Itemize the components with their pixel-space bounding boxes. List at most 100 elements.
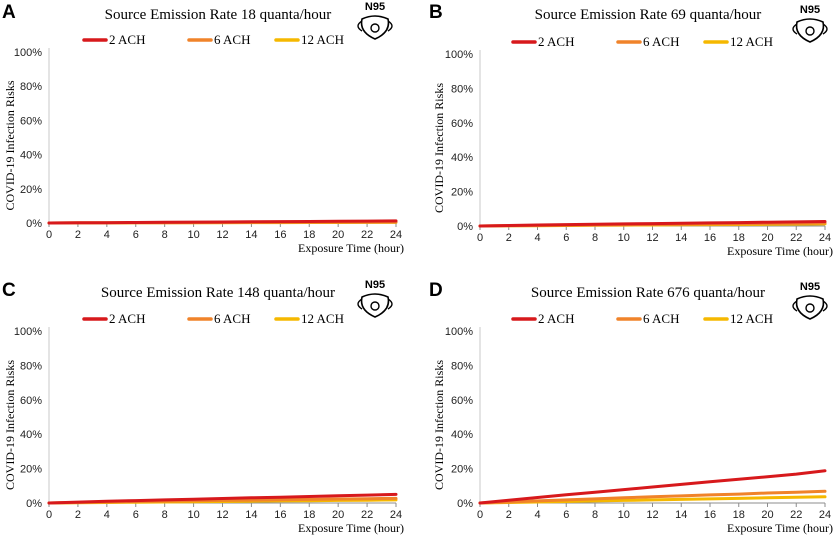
x-tick-label: 20 <box>332 509 344 521</box>
y-axis-label: COVID-19 Infection Risks <box>432 360 446 490</box>
x-tick-label: 20 <box>332 229 344 241</box>
series-line-2-ach <box>478 220 827 228</box>
y-axis-label: COVID-19 Infection Risks <box>3 80 17 210</box>
panel-letter: C <box>2 280 16 301</box>
x-tick-label: 12 <box>216 229 228 241</box>
x-tick-label: 8 <box>162 509 168 521</box>
x-tick-label: 8 <box>162 229 168 241</box>
legend-label-1: 2 ACH <box>109 32 145 47</box>
chart-title: Source Emission Rate 18 quanta/hour <box>105 7 332 23</box>
legend-label-1: 2 ACH <box>538 311 574 326</box>
y-tick-label: 20% <box>451 464 473 476</box>
chart-title: Source Emission Rate 69 quanta/hour <box>535 7 762 23</box>
x-tick-label: 22 <box>361 229 373 241</box>
x-tick-label: 20 <box>761 232 773 244</box>
mask-valve <box>805 303 815 313</box>
x-axis-label: Exposure Time (hour) <box>298 521 404 535</box>
legend-label-3: 12 ACH <box>730 311 773 326</box>
x-tick-label: 14 <box>245 229 257 241</box>
x-tick-label: 12 <box>216 509 228 521</box>
series-line-2-ach <box>478 469 827 505</box>
x-tick-label: 16 <box>704 509 716 521</box>
x-tick-label: 0 <box>46 509 52 521</box>
y-tick-label: 40% <box>451 152 473 164</box>
mask-valve <box>370 301 380 311</box>
y-tick-label: 20% <box>20 184 42 196</box>
x-tick-label: 22 <box>361 509 373 521</box>
panel-letter: A <box>2 2 16 23</box>
y-tick-label: 80% <box>451 360 473 372</box>
y-tick-label: 100% <box>14 47 42 59</box>
x-tick-label: 12 <box>646 509 658 521</box>
x-tick-label: 24 <box>819 232 831 244</box>
series-line-6-ach <box>478 489 827 505</box>
n95-mask-icon: N95 <box>792 4 828 43</box>
x-tick-label: 0 <box>477 509 483 521</box>
legend-label-3: 12 ACH <box>730 34 773 49</box>
x-axis-label: Exposure Time (hour) <box>727 244 833 258</box>
x-tick-label: 4 <box>534 509 540 521</box>
chart-panel-c: C Source Emission Rate 148 quanta/hour 2 A… <box>2 279 404 535</box>
y-tick-label: 60% <box>20 395 42 407</box>
n95-mask-icon: N95 <box>792 281 828 320</box>
mask-outline <box>795 295 825 320</box>
x-tick-label: 16 <box>274 229 286 241</box>
x-tick-label: 14 <box>245 509 257 521</box>
mask-outline <box>360 15 390 40</box>
mask-valve <box>805 26 815 36</box>
y-tick-label: 60% <box>451 395 473 407</box>
y-axis-label: COVID-19 Infection Risks <box>3 360 17 490</box>
legend-label-3: 12 ACH <box>301 32 344 47</box>
x-tick-label: 0 <box>46 229 52 241</box>
x-tick-label: 12 <box>646 232 658 244</box>
y-tick-label: 80% <box>20 360 42 372</box>
mask-outline <box>795 18 825 43</box>
y-tick-label: 0% <box>26 498 42 510</box>
y-axis-label: COVID-19 Infection Risks <box>432 83 446 213</box>
mask-strap-right <box>387 20 393 32</box>
chart-panel-b: B Source Emission Rate 69 quanta/hour 2 AC… <box>429 2 833 258</box>
y-tick-label: 20% <box>20 464 42 476</box>
mask-strap-right <box>822 23 828 35</box>
x-tick-label: 2 <box>75 229 81 241</box>
legend-label-2: 6 ACH <box>643 311 679 326</box>
y-tick-label: 0% <box>457 221 473 233</box>
y-tick-label: 100% <box>445 326 473 338</box>
legend-label-1: 2 ACH <box>109 311 145 326</box>
x-tick-label: 4 <box>104 509 110 521</box>
n95-mask-icon: N95 <box>357 279 393 318</box>
x-tick-label: 22 <box>790 509 802 521</box>
y-tick-label: 100% <box>14 326 42 338</box>
chart-title: Source Emission Rate 148 quanta/hour <box>101 285 335 301</box>
x-tick-label: 2 <box>75 509 81 521</box>
mask-label: N95 <box>365 1 385 13</box>
n95-mask-icon: N95 <box>357 1 393 40</box>
x-tick-label: 18 <box>733 509 745 521</box>
x-tick-label: 6 <box>563 232 569 244</box>
series-line-2-ach <box>47 492 398 505</box>
y-tick-label: 80% <box>20 81 42 93</box>
mask-strap-left <box>792 23 798 35</box>
x-tick-label: 24 <box>390 229 402 241</box>
mask-strap-left <box>357 20 363 32</box>
x-tick-label: 8 <box>592 509 598 521</box>
legend-label-3: 12 ACH <box>301 311 344 326</box>
chart-panel-d: D Source Emission Rate 676 quanta/hour 2 A… <box>429 280 833 535</box>
mask-label: N95 <box>365 279 385 291</box>
x-tick-label: 0 <box>477 232 483 244</box>
y-tick-label: 0% <box>26 218 42 230</box>
mask-strap-left <box>792 300 798 312</box>
legend-label-2: 6 ACH <box>214 311 250 326</box>
mask-label: N95 <box>800 4 820 16</box>
y-tick-label: 100% <box>445 49 473 61</box>
legend-label-1: 2 ACH <box>538 34 574 49</box>
x-axis-label: Exposure Time (hour) <box>727 521 833 535</box>
x-tick-label: 20 <box>761 509 773 521</box>
x-tick-label: 18 <box>303 509 315 521</box>
x-tick-label: 2 <box>506 232 512 244</box>
chart-title: Source Emission Rate 676 quanta/hour <box>531 285 765 301</box>
x-tick-label: 2 <box>506 509 512 521</box>
panel-letter: B <box>429 2 443 23</box>
mask-strap-right <box>822 300 828 312</box>
x-tick-label: 16 <box>274 509 286 521</box>
